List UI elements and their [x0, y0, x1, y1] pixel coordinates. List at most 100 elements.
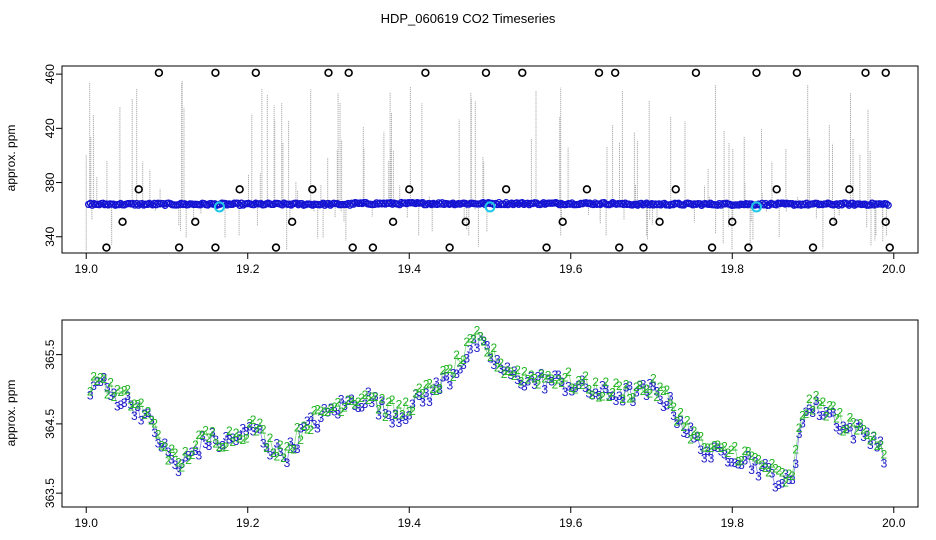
- series-3-point: 3: [375, 409, 382, 423]
- series-2-point: 2: [602, 375, 609, 389]
- series-3-point: 3: [538, 367, 545, 381]
- series-3-point: 3: [870, 429, 877, 443]
- series-3-point: 3: [748, 463, 755, 477]
- series-2-point: 2: [165, 453, 172, 467]
- series-3-point: 3: [660, 400, 667, 414]
- series-3-point: 3: [857, 420, 864, 434]
- series-3-point: 3: [382, 406, 389, 420]
- series-3-point: 3: [314, 421, 321, 435]
- series-2-point: 2: [870, 429, 877, 443]
- series-2-point: 2: [311, 404, 318, 418]
- series-3-point: 3: [497, 362, 504, 376]
- series-2-point: 2: [436, 382, 443, 396]
- series-2-point: 2: [823, 410, 830, 424]
- series-3-point: 3: [348, 392, 355, 406]
- series-2-point: 2: [847, 411, 854, 425]
- outlier-point: [582, 185, 592, 194]
- series-3-point: 3: [630, 395, 637, 409]
- series-2-point: 2: [813, 389, 820, 403]
- y-tick-label: 380: [43, 172, 57, 192]
- series-3-point: 3: [270, 446, 277, 460]
- x-tick-label: 20.0: [882, 262, 906, 276]
- series-2-point: 2: [87, 385, 94, 399]
- series-3-point: 3: [548, 375, 555, 389]
- series-3-point: 3: [474, 341, 481, 355]
- series-3-point: 3: [786, 473, 793, 487]
- series-3-point: 3: [799, 416, 806, 430]
- series-3-point: 3: [260, 437, 267, 451]
- series-3-point: 3: [114, 399, 121, 413]
- series-2-point: 2: [168, 442, 175, 456]
- series-2-point: 2: [379, 392, 386, 406]
- y-tick-label: 365.5: [43, 339, 57, 369]
- series-2-point: 2: [307, 423, 314, 437]
- series-3-point: 3: [175, 465, 182, 479]
- series-3-point: 3: [368, 396, 375, 410]
- series-2-point: 2: [277, 438, 284, 452]
- series-2-point: 2: [141, 408, 148, 422]
- series-2-point: 2: [192, 438, 199, 452]
- series-3-point: 3: [579, 373, 586, 387]
- series-3-point: 3: [294, 442, 301, 456]
- series-3-point: 3: [836, 423, 843, 437]
- series-3-point: 3: [240, 422, 247, 436]
- series-3-point: 3: [379, 394, 386, 408]
- series-2-point: 2: [358, 391, 365, 405]
- highlight-point: [484, 201, 496, 213]
- series-3-point: 3: [623, 381, 630, 395]
- series-2-point: 2: [294, 420, 301, 434]
- series-2-point: 2: [318, 404, 325, 418]
- series-2-point: 2: [657, 380, 664, 394]
- series-3-point: 3: [195, 448, 202, 462]
- outlier-point: [558, 217, 567, 227]
- panel-bottom-y-axis: 363.5 364.5 365.5: [43, 339, 62, 508]
- series-2-point: 2: [423, 377, 430, 391]
- panel-top-data: [85, 68, 894, 252]
- x-tick-label: 19.4: [398, 262, 422, 276]
- series-2-point: 2: [769, 457, 776, 471]
- series-3-point: 3: [619, 394, 626, 408]
- series-3-point: 3: [874, 441, 881, 455]
- series-3-point: 3: [189, 445, 196, 459]
- series-2-point: 2: [134, 398, 141, 412]
- series-2-point: 2: [694, 429, 701, 443]
- series-2-point: 2: [175, 456, 182, 470]
- series-2-point: 2: [674, 414, 681, 428]
- series-3-point: 3: [446, 379, 453, 393]
- series-3-point: 3: [694, 430, 701, 444]
- series-2-point: 2: [752, 450, 759, 464]
- series-2-point: 2: [253, 425, 260, 439]
- series-3-point: 3: [209, 425, 216, 439]
- panel-top-x-axis: 19.0 19.2 19.4 19.6 19.8 20.0: [75, 253, 906, 276]
- series-2-point: 2: [714, 438, 721, 452]
- series-2-point: 2: [840, 424, 847, 438]
- series-3-point: 3: [385, 408, 392, 422]
- series-3-point: 3: [708, 452, 715, 466]
- series-3-point: 3: [711, 440, 718, 454]
- outlier-point: [287, 217, 297, 227]
- outlier-point: [102, 243, 111, 252]
- series-2-point: 2: [345, 393, 352, 407]
- series-3-point: 3: [426, 395, 433, 409]
- series-3-point: 3: [664, 399, 671, 413]
- series-3-point: 3: [206, 439, 213, 453]
- series-2-point: 2: [267, 431, 274, 445]
- series-3-point: 3: [453, 367, 460, 381]
- series-3-point: 3: [691, 432, 698, 446]
- outlier-point: [388, 217, 398, 227]
- series-2-point: 2: [775, 464, 782, 478]
- series-2-point: 2: [569, 381, 576, 395]
- series-3-point: 3: [565, 380, 572, 394]
- series-3-point: 3: [182, 450, 189, 464]
- series-3-point: 3: [165, 445, 172, 459]
- series-2-point: 2: [545, 368, 552, 382]
- series-3-point: 3: [467, 342, 474, 356]
- series-3-point: 3: [606, 390, 613, 404]
- series-3-point: 3: [640, 377, 647, 391]
- series-2-point: 2: [467, 331, 474, 345]
- series-2-point: 2: [362, 388, 369, 402]
- panel-top-frame: [61, 65, 919, 254]
- series-3-point: 3: [633, 385, 640, 399]
- outlier-point: [481, 68, 491, 77]
- series-2-point: 2: [514, 363, 521, 377]
